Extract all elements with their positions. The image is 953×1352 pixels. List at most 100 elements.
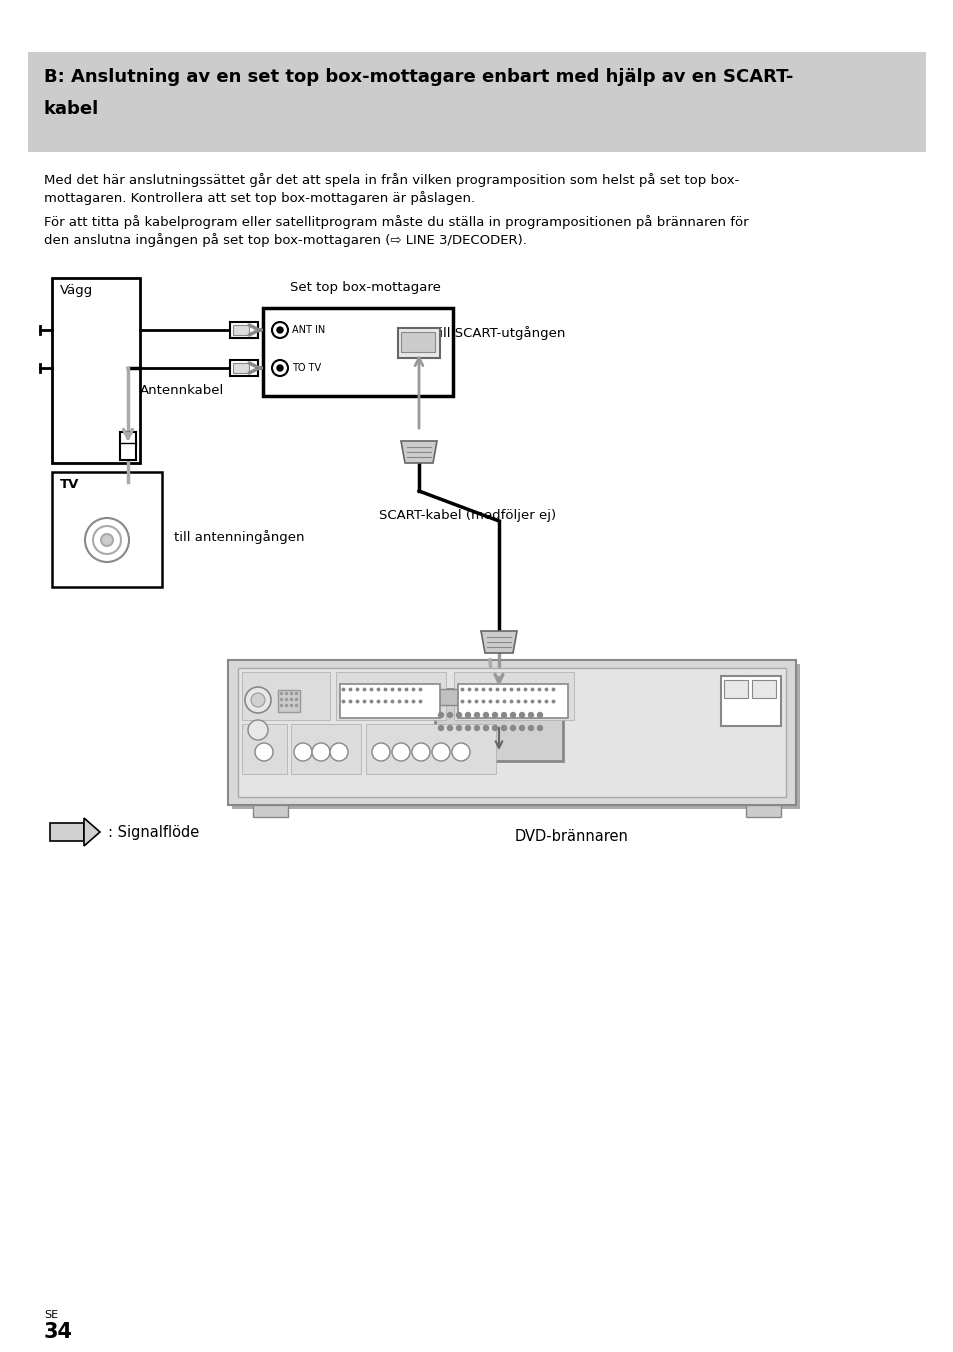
Circle shape [474, 726, 479, 730]
Circle shape [452, 744, 470, 761]
Bar [291, 725, 360, 773]
Circle shape [492, 726, 497, 730]
Bar [397, 329, 439, 358]
Text: 34: 34 [44, 1322, 73, 1343]
Circle shape [456, 713, 461, 718]
Circle shape [438, 726, 443, 730]
Circle shape [483, 713, 488, 718]
Bar [277, 690, 299, 713]
Text: Vägg: Vägg [60, 284, 93, 297]
Bar [242, 672, 330, 721]
Text: Pb/Cb: Pb/Cb [394, 767, 408, 771]
Circle shape [272, 360, 288, 376]
Text: ANT IN: ANT IN [292, 324, 325, 335]
Text: DVD-brännaren: DVD-brännaren [515, 829, 628, 844]
Text: SE: SE [44, 1310, 58, 1320]
Circle shape [254, 744, 273, 761]
Circle shape [501, 713, 506, 718]
Text: ⇨ LINE 1 - TV: ⇨ LINE 1 - TV [339, 675, 381, 679]
Text: till antenningången: till antenningången [173, 530, 304, 544]
Circle shape [528, 726, 533, 730]
Circle shape [272, 322, 288, 338]
Circle shape [372, 744, 390, 761]
Bar [233, 362, 249, 373]
Circle shape [276, 365, 283, 370]
Bar [454, 672, 574, 721]
Circle shape [447, 726, 452, 730]
Text: VIDEO: VIDEO [313, 767, 329, 771]
Text: den anslutna ingången på set top box-mottagaren (⇨ LINE 3/DECODER).: den anslutna ingången på set top box-mot… [44, 233, 526, 247]
Bar [237, 668, 785, 796]
Text: B: Anslutning av en set top box-mottagare enbart med hjälp av en SCART-: B: Anslutning av en set top box-mottagar… [44, 68, 793, 87]
Bar [230, 360, 257, 376]
Text: kabel: kabel [44, 100, 99, 118]
Circle shape [474, 713, 479, 718]
Circle shape [92, 526, 121, 554]
Circle shape [447, 713, 452, 718]
Text: DIG. 1 DIGITAL IN: DIG. 1 DIGITAL IN [242, 773, 284, 777]
Bar [457, 684, 567, 718]
Circle shape [392, 744, 410, 761]
Circle shape [85, 518, 129, 562]
Circle shape [537, 726, 542, 730]
Circle shape [483, 726, 488, 730]
Circle shape [101, 534, 112, 546]
Bar [232, 664, 800, 808]
Bar [28, 51, 925, 151]
Bar [335, 672, 446, 721]
Text: SCART-kabel (medföljer ej): SCART-kabel (medföljer ej) [378, 508, 556, 522]
Circle shape [438, 713, 443, 718]
Text: till SCART-utgången: till SCART-utgången [434, 326, 565, 339]
Circle shape [412, 744, 430, 761]
Circle shape [510, 726, 515, 730]
Bar [720, 676, 781, 726]
Bar [242, 725, 287, 773]
Text: till ⇨ LINE 3/DECODER: till ⇨ LINE 3/DECODER [575, 718, 722, 731]
Circle shape [276, 327, 283, 333]
Bar [366, 725, 496, 773]
Bar [263, 308, 453, 396]
Circle shape [492, 713, 497, 718]
Text: För att titta på kabelprogram eller satellitprogram måste du ställa in programpo: För att titta på kabelprogram eller sate… [44, 215, 748, 228]
Text: Set top box-mottagare: Set top box-mottagare [290, 281, 440, 293]
Text: ⇨ LINE 3 / DECODER: ⇨ LINE 3 / DECODER [457, 675, 522, 679]
Text: TV: TV [60, 479, 79, 491]
Bar [230, 322, 257, 338]
Bar [435, 690, 562, 704]
Bar [435, 690, 562, 761]
Text: LINE 2 IN: LINE 2 IN [293, 726, 317, 731]
Circle shape [465, 713, 470, 718]
Circle shape [251, 694, 265, 707]
Bar [50, 823, 84, 841]
Bar [751, 680, 775, 698]
Text: SYSTEM CONTROL: SYSTEM CONTROL [266, 675, 314, 679]
Circle shape [330, 744, 348, 761]
Text: OPTICAL: OPTICAL [242, 767, 262, 771]
Bar [400, 333, 435, 352]
Text: COMPONENT VIDEO OUT: COMPONENT VIDEO OUT [368, 726, 435, 731]
Bar [723, 680, 747, 698]
Text: Med det här anslutningssättet går det att spela in från vilken programposition s: Med det här anslutningssättet går det at… [44, 173, 739, 187]
Bar [253, 804, 288, 817]
Circle shape [456, 726, 461, 730]
Text: TO TV: TO TV [292, 362, 321, 373]
Polygon shape [480, 631, 517, 653]
Circle shape [501, 726, 506, 730]
Text: Antennkabel: Antennkabel [140, 384, 224, 396]
Text: ⇨ LINE 3 / DECODER: ⇨ LINE 3 / DECODER [438, 691, 517, 700]
Text: Audio: Audio [295, 767, 310, 771]
Bar [52, 472, 162, 587]
Text: INPUT: INPUT [244, 675, 262, 679]
Circle shape [294, 744, 312, 761]
Bar [120, 433, 136, 460]
Text: : Signalflöde: : Signalflöde [108, 825, 199, 840]
Circle shape [528, 713, 533, 718]
Text: G-LINK: G-LINK [244, 726, 262, 731]
Circle shape [519, 713, 524, 718]
Text: → AV IN: → AV IN [727, 707, 751, 713]
Circle shape [248, 721, 268, 740]
Polygon shape [84, 818, 100, 846]
Bar [52, 279, 140, 462]
Bar [339, 684, 439, 718]
Text: Y: Y [379, 767, 382, 771]
